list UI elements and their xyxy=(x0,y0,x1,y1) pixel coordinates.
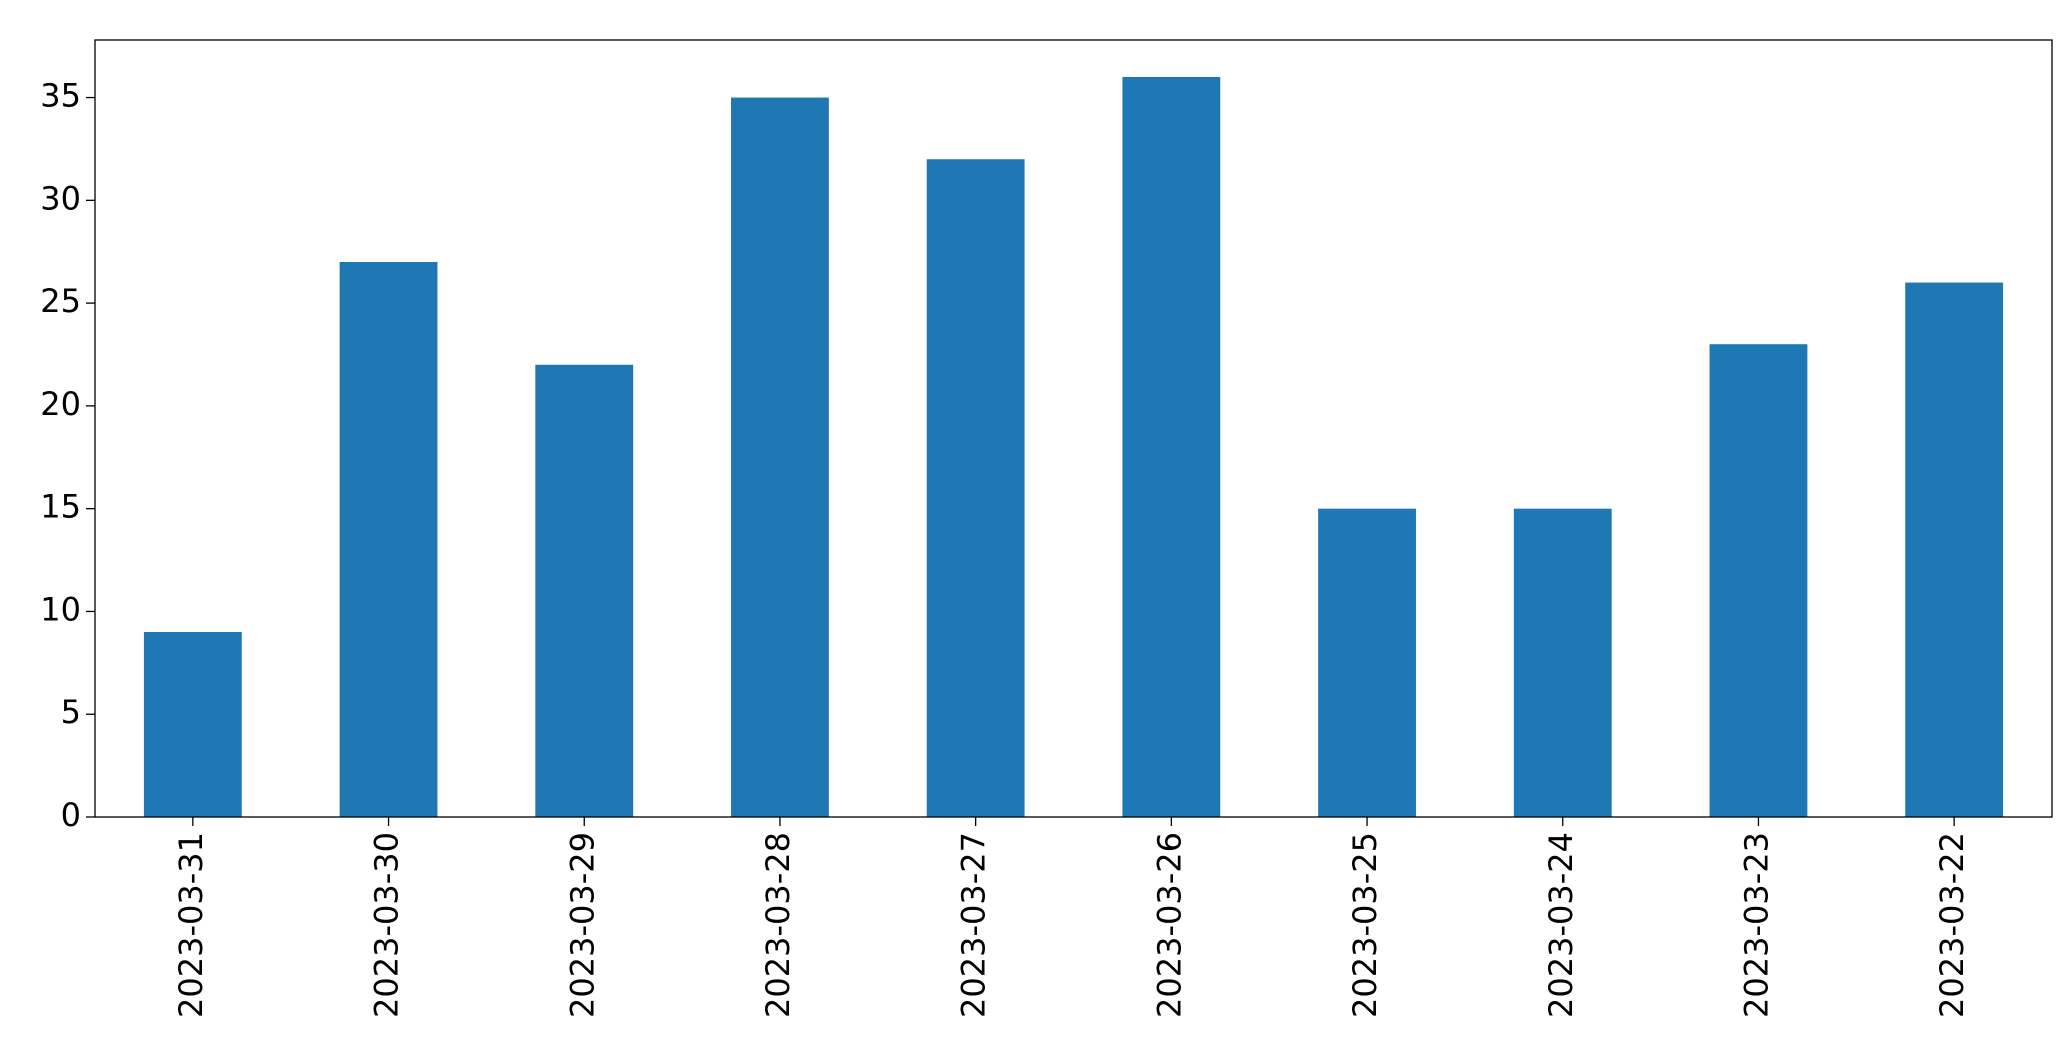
bar xyxy=(1513,508,1612,817)
x-tick-label: 2023-03-29 xyxy=(563,832,601,1018)
x-tick-label: 2023-03-25 xyxy=(1346,832,1384,1018)
bar xyxy=(339,262,438,817)
x-tick-label: 2023-03-28 xyxy=(759,832,797,1018)
y-tick-label: 25 xyxy=(40,282,81,320)
bar xyxy=(731,97,829,818)
y-tick-label: 5 xyxy=(61,693,81,731)
x-tick-label: 2023-03-31 xyxy=(172,832,210,1018)
bar xyxy=(1122,77,1221,817)
x-tick-label: 2023-03-23 xyxy=(1737,832,1775,1018)
x-tick-label: 2023-03-22 xyxy=(1933,832,1971,1018)
x-tick-label: 2023-03-26 xyxy=(1150,832,1188,1018)
y-tick-label: 15 xyxy=(40,488,81,526)
y-tick-label: 30 xyxy=(40,179,81,217)
x-tick-label: 2023-03-27 xyxy=(955,832,993,1018)
bar xyxy=(535,364,634,817)
bar xyxy=(143,632,242,817)
bar xyxy=(1709,344,1808,817)
y-tick-label: 0 xyxy=(61,796,81,834)
y-tick-label: 35 xyxy=(40,77,81,115)
x-tick-label: 2023-03-30 xyxy=(368,832,406,1018)
x-tick-label: 2023-03-24 xyxy=(1542,832,1580,1018)
plot-frame xyxy=(94,39,2053,818)
y-tick-label: 20 xyxy=(40,385,81,423)
bar xyxy=(1318,508,1416,817)
bar xyxy=(926,159,1025,817)
bar xyxy=(1905,282,2004,817)
y-tick-label: 10 xyxy=(40,590,81,628)
